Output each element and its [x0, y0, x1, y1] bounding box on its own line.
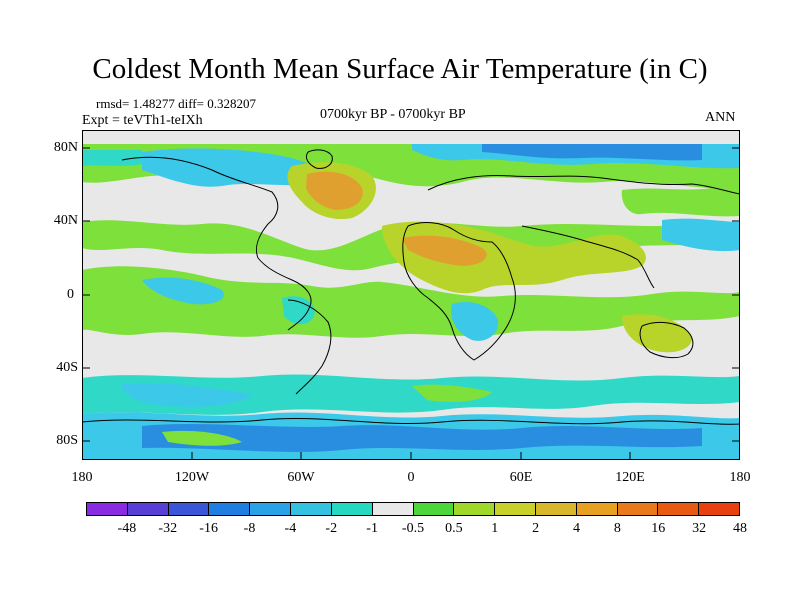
legend-label: -0.5: [401, 521, 425, 536]
legend-label: 32: [692, 521, 707, 536]
lon-tick-120w: 120W: [174, 470, 210, 485]
amazon-teal: [282, 296, 315, 325]
legend-swatch: [413, 503, 455, 515]
southern-ocean-teal: [82, 374, 740, 415]
antarctica-coast: [82, 418, 740, 425]
legend-label: 16: [651, 521, 666, 536]
legend-label: 0.5: [445, 521, 463, 536]
south-atlantic-green: [412, 384, 492, 402]
legend-label: -32: [158, 521, 178, 536]
legend-label: -1: [366, 521, 378, 536]
legend-swatch: [699, 503, 739, 515]
legend-swatch: [617, 503, 659, 515]
season-label: ANN: [705, 110, 736, 125]
lat-tick-80n: 80N: [53, 140, 78, 155]
north-atlantic-orange: [306, 171, 363, 210]
antarctic-green-patch: [162, 430, 242, 446]
axis-ticks: [82, 147, 740, 460]
legend-swatch: [209, 503, 251, 515]
south-pacific-blue: [121, 383, 252, 407]
legend-label: 4: [573, 521, 580, 536]
pacific-north-teal: [82, 150, 142, 166]
lat-tick-40s: 40S: [56, 360, 78, 375]
legend-label: -2: [325, 521, 338, 536]
legend-swatch: [576, 503, 618, 515]
legend-label: -4: [284, 521, 297, 536]
legend-swatch: [495, 503, 536, 515]
legend-swatch: [168, 503, 210, 515]
lat-tick-40n: 40N: [53, 213, 78, 228]
greenland-coast: [305, 149, 333, 169]
legend-label: -16: [199, 521, 218, 536]
legend-label: 8: [613, 521, 621, 536]
legend-label: -48: [117, 521, 137, 536]
tropical-green-band: [82, 266, 740, 338]
legend-swatch: [331, 503, 373, 515]
legend-swatch: [535, 503, 577, 515]
lon-tick-0: 0: [407, 470, 415, 485]
lon-tick-180-west: 180: [71, 470, 93, 485]
legend-label: 2: [532, 521, 540, 536]
color-legend: [86, 502, 740, 516]
east-pacific-blue: [142, 277, 224, 305]
eurasia-north-coast: [427, 175, 740, 195]
lat-tick-80s: 80S: [56, 433, 78, 448]
period-label: 0700kyr BP - 0700kyr BP: [320, 107, 466, 122]
lon-tick-180-east: 180: [729, 470, 751, 485]
legend-swatch: [127, 503, 169, 515]
lat-tick-0: 0: [67, 287, 74, 302]
australia-yellow: [622, 314, 693, 353]
legend-swatch: [454, 503, 496, 515]
north-america-coast: [121, 156, 312, 331]
africa-coast: [402, 222, 516, 361]
legend-label: -8: [243, 521, 256, 536]
arctic-deep-blue: [482, 144, 702, 161]
antarctic-deep-blue: [142, 424, 702, 452]
legend-swatch: [658, 503, 700, 515]
map-svg: [82, 130, 740, 460]
coastlines: [82, 149, 740, 425]
south-america-coast: [287, 299, 332, 395]
temperature-map: [82, 130, 740, 460]
legend-label: 1: [491, 521, 499, 536]
sahara-orange: [402, 235, 487, 266]
siberia-green: [621, 188, 740, 217]
legend-swatch: [87, 503, 128, 515]
canada-blue: [142, 148, 325, 187]
legend-swatch: [372, 503, 414, 515]
legend-swatch: [291, 503, 332, 515]
west-pacific-blue: [662, 218, 740, 252]
rmsd-stats: rmsd= 1.48277 diff= 0.328207: [96, 96, 256, 111]
lon-tick-60e: 60E: [509, 470, 533, 485]
australia-coast: [639, 321, 694, 359]
lon-tick-60w: 60W: [287, 470, 315, 485]
experiment-label: Expt = teVTh1-teIXh: [82, 113, 203, 128]
asia-south-coast: [521, 225, 655, 289]
legend-label: 48: [733, 521, 747, 536]
legend-swatch: [250, 503, 292, 515]
lon-tick-120e: 120E: [615, 470, 645, 485]
chart-title: Coldest Month Mean Surface Air Temperatu…: [92, 53, 708, 85]
central-africa-blue: [451, 301, 499, 341]
